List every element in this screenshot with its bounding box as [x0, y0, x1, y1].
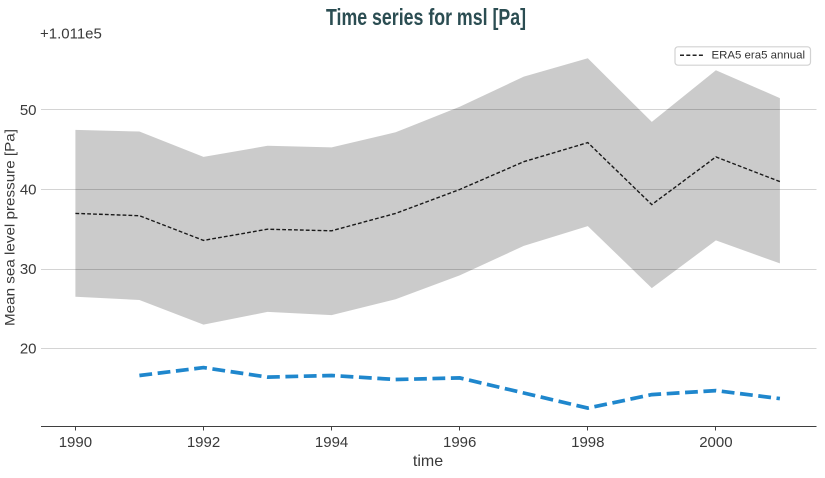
svg-text:50: 50 [20, 102, 37, 119]
svg-text:1998: 1998 [571, 434, 604, 451]
svg-text:2000: 2000 [699, 434, 732, 451]
svg-text:Mean sea level pressure [Pa]: Mean sea level pressure [Pa] [2, 129, 18, 326]
svg-text:1992: 1992 [187, 434, 220, 451]
svg-text:30: 30 [20, 261, 37, 278]
svg-text:40: 40 [20, 182, 37, 199]
svg-text:1990: 1990 [59, 434, 92, 451]
svg-text:+1.011e5: +1.011e5 [40, 26, 102, 43]
svg-text:1994: 1994 [315, 434, 348, 451]
svg-text:Time series for msl [Pa]: Time series for msl [Pa] [326, 4, 526, 30]
svg-text:ERA5 era5 annual: ERA5 era5 annual [712, 50, 806, 62]
svg-text:1996: 1996 [443, 434, 476, 451]
svg-text:time: time [413, 453, 443, 470]
svg-text:20: 20 [20, 341, 37, 358]
